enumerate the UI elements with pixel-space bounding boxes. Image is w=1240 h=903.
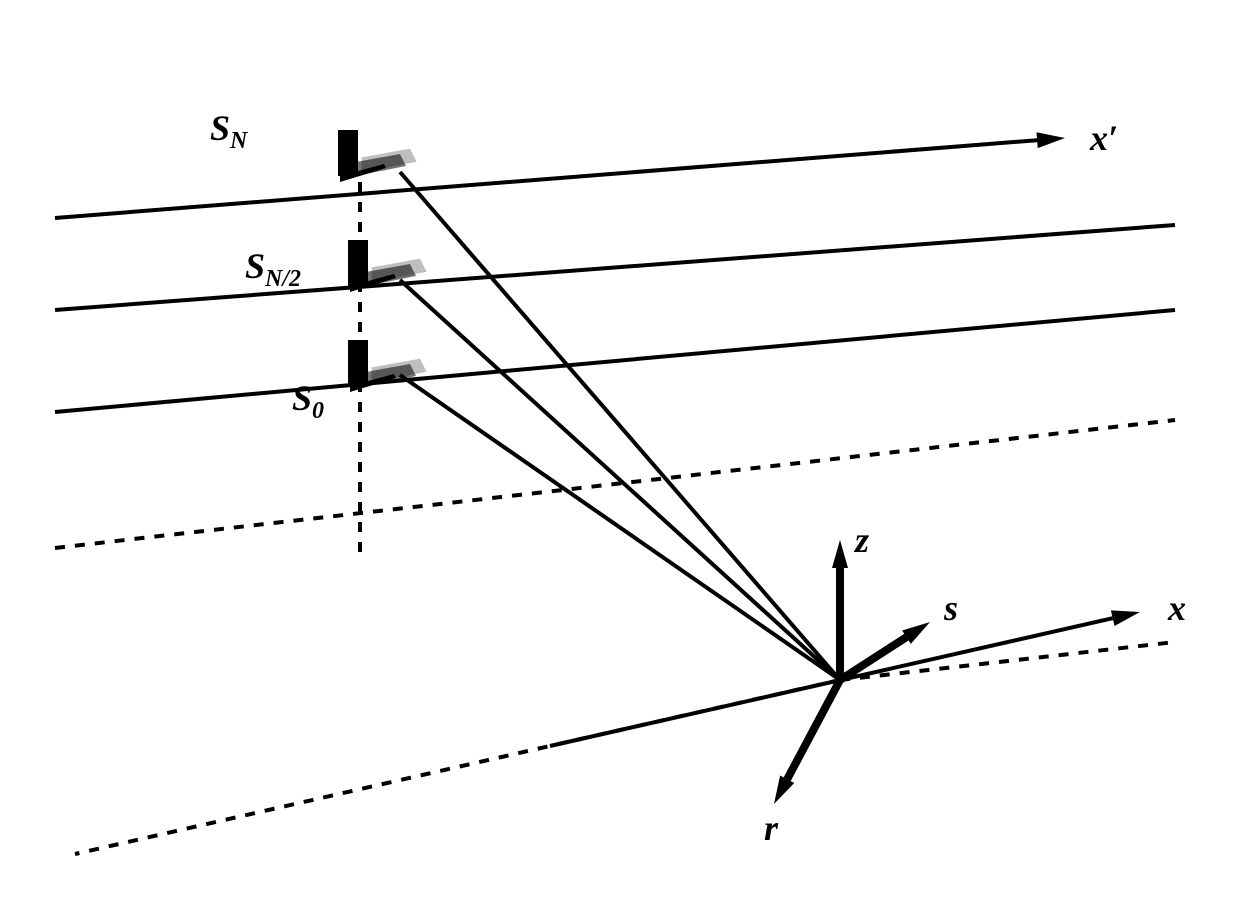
aircraft-icon-sn bbox=[338, 130, 417, 182]
label-sn2: SN/2 bbox=[245, 246, 301, 292]
label-r: r bbox=[764, 808, 779, 848]
track-middle bbox=[55, 225, 1175, 310]
r-axis bbox=[787, 680, 840, 779]
track-upper-xprime-head bbox=[1036, 132, 1065, 148]
label-x-prime: x′ bbox=[1089, 118, 1118, 158]
label-x: x bbox=[1167, 588, 1186, 628]
track-lower bbox=[55, 310, 1175, 412]
sight-line-sn2 bbox=[400, 280, 840, 680]
label-s0: S0 bbox=[292, 378, 324, 424]
label-s: s bbox=[943, 588, 958, 628]
z-axis-head bbox=[832, 540, 848, 568]
track-upper-xprime bbox=[55, 140, 1037, 218]
sight-line-s0 bbox=[400, 375, 840, 680]
label-sn: SN bbox=[210, 108, 249, 154]
x-axis bbox=[550, 618, 1113, 746]
ground-dash-upper bbox=[55, 420, 1175, 548]
x-axis-head bbox=[1111, 610, 1140, 626]
label-z: z bbox=[853, 520, 869, 560]
sight-line-sn bbox=[400, 172, 840, 680]
